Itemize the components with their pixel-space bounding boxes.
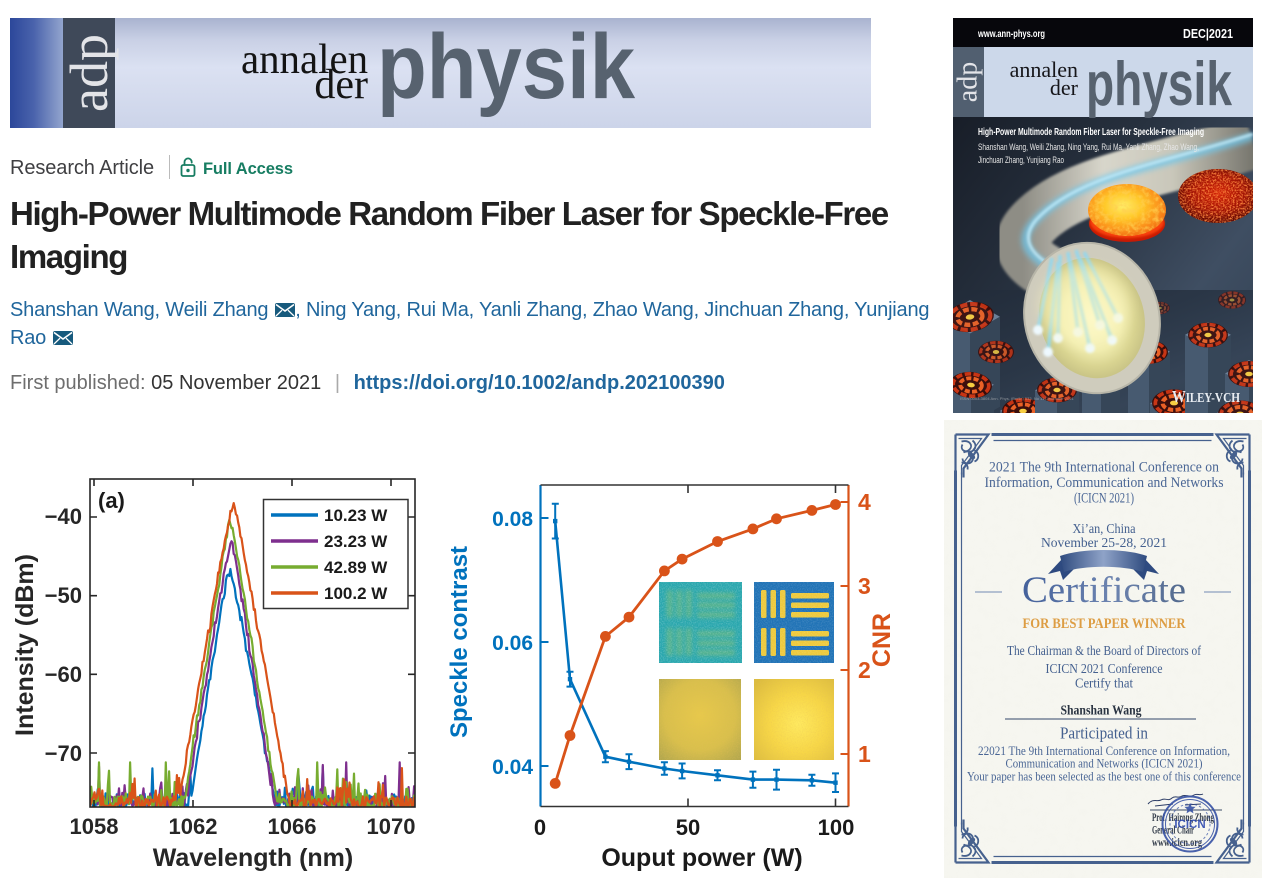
- svg-text:www.ann-phys.org: www.ann-phys.org: [977, 29, 1045, 40]
- svg-text:0: 0: [534, 815, 546, 840]
- svg-text:Participated in: Participated in: [1060, 724, 1148, 743]
- svg-text:1058: 1058: [70, 814, 119, 839]
- svg-text:42.89 W: 42.89 W: [324, 558, 388, 577]
- svg-text:annalen: annalen: [1010, 57, 1078, 82]
- svg-text:WILEY-VCH: WILEY-VCH: [1172, 387, 1240, 406]
- svg-text:November 25-28, 2021: November 25-28, 2021: [1041, 536, 1167, 551]
- svg-text:50: 50: [676, 815, 700, 840]
- svg-text:High-Power Multimode Random Fi: High-Power Multimode Random Fiber Laser …: [978, 126, 1204, 138]
- svg-text:Xi’an, China: Xi’an, China: [1073, 522, 1137, 537]
- svg-text:−50: −50: [45, 583, 82, 608]
- svg-text:4: 4: [858, 489, 871, 515]
- svg-text:Your paper has been selected a: Your paper has been selected as the best…: [967, 769, 1241, 784]
- svg-text:23.23 W: 23.23 W: [324, 532, 388, 551]
- svg-text:10.23 W: 10.23 W: [324, 506, 388, 525]
- svg-text:Certificate: Certificate: [1022, 570, 1186, 611]
- svg-text:0.06: 0.06: [492, 632, 533, 655]
- svg-text:der: der: [314, 62, 368, 108]
- svg-text:CNR: CNR: [868, 613, 896, 667]
- svg-text:der: der: [1050, 75, 1079, 100]
- svg-text:2: 2: [858, 657, 871, 683]
- svg-text:Communication and Networks (IC: Communication and Networks (ICICN 2021): [1006, 756, 1203, 771]
- svg-text:FOR BEST PAPER WINNER: FOR BEST PAPER WINNER: [1023, 616, 1186, 632]
- svg-text:The Chairman & the Board of Di: The Chairman & the Board of Directors of: [1007, 643, 1201, 658]
- svg-text:0.04: 0.04: [492, 756, 533, 779]
- svg-text:DEC|2021: DEC|2021: [1183, 27, 1233, 41]
- svg-text:Information, Communication and: Information, Communication and Networks: [985, 475, 1224, 491]
- svg-text:1070: 1070: [367, 814, 416, 839]
- svg-text:Speckle contrast: Speckle contrast: [446, 546, 473, 738]
- svg-text:(ICICN 2021): (ICICN 2021): [1074, 491, 1134, 507]
- svg-text:2021 The 9th International Con: 2021 The 9th International Conference on: [989, 460, 1220, 476]
- svg-text:physik: physik: [377, 18, 636, 118]
- svg-text:physik: physik: [1086, 50, 1232, 119]
- svg-text:1062: 1062: [169, 814, 218, 839]
- svg-text:adp: adp: [953, 62, 984, 102]
- svg-text:22021 The 9th International Co: 22021 The 9th International Conference o…: [978, 743, 1230, 758]
- svg-text:Wavelength (nm): Wavelength (nm): [153, 844, 353, 872]
- svg-text:annalen: annalen: [241, 37, 368, 83]
- svg-text:1066: 1066: [268, 814, 317, 839]
- svg-text:Shanshan Wang, Weili Zhang, Ni: Shanshan Wang, Weili Zhang, Ning Yang, R…: [978, 142, 1199, 153]
- svg-text:100.2 W: 100.2 W: [324, 584, 388, 603]
- svg-text:Jinchuan Zhang, Yunjiang Rao: Jinchuan Zhang, Yunjiang Rao: [978, 155, 1064, 166]
- svg-text:Certify that: Certify that: [1075, 676, 1133, 691]
- svg-text:100: 100: [818, 815, 855, 840]
- svg-text:ISSN 0003-3804 Ann. Phys. (Be: ISSN 0003-3804 Ann. Phys. (Berlin) 533, …: [960, 396, 1075, 401]
- svg-text:adp: adp: [59, 34, 119, 112]
- svg-text:Intensity (dBm): Intensity (dBm): [11, 554, 39, 736]
- svg-text:Ouput power (W): Ouput power (W): [601, 844, 802, 872]
- svg-text:−40: −40: [45, 504, 82, 529]
- svg-text:−70: −70: [45, 741, 82, 766]
- svg-text:−60: −60: [45, 662, 82, 687]
- svg-text:www.icicn.org: www.icicn.org: [1152, 837, 1202, 849]
- svg-text:Shanshan Wang: Shanshan Wang: [1061, 703, 1142, 718]
- svg-text:ICICN: ICICN: [1174, 819, 1205, 831]
- svg-text:(a): (a): [98, 488, 125, 513]
- svg-text:0.08: 0.08: [492, 508, 533, 531]
- svg-text:1: 1: [858, 741, 871, 767]
- svg-text:ICICN 2021 Conference: ICICN 2021 Conference: [1046, 661, 1163, 676]
- svg-text:3: 3: [858, 573, 871, 599]
